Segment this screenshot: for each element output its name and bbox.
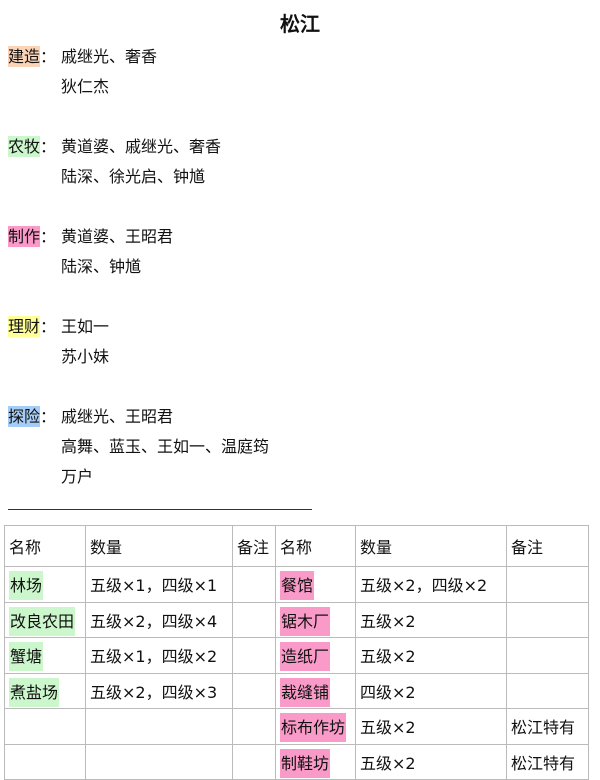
table-cell: 餐馆 [275,566,356,603]
building-name: 改良农田 [9,606,76,636]
hero-names: 苏小妹 [61,347,110,366]
table-cell [506,672,589,709]
table-row: 林场 五级×1，四级×1 餐馆 五级×2，四级×2 [4,566,589,603]
building-name: 标布作坊 [280,713,347,743]
hero-names: 黄道婆、王昭君 [61,227,174,246]
table-cell: 五级×1，四级×1 [85,566,233,603]
building-name: 餐馆 [280,571,315,601]
building-name: 造纸厂 [280,642,331,672]
table-cell [232,601,276,638]
column-header: 数量 [355,525,507,567]
table-cell: 制鞋坊 [275,743,356,780]
hero-names: 陆深、徐光启、钟馗 [61,167,206,186]
table-cell [232,708,276,745]
table-cell [232,672,276,709]
building-name: 裁缝铺 [280,677,331,707]
column-header: 备注 [506,525,589,567]
section-2: 农牧： 黄道婆、戚继光、奢香 陆深、徐光启、钟馗 [8,132,221,192]
table-cell: 林场 [4,566,86,603]
table-cell: 松江特有 [506,743,589,780]
hero-names: 戚继光、王昭君 [61,407,174,426]
section-3: 制作： 黄道婆、王昭君 陆深、钟馗 [8,222,173,282]
table-cell: 煮盐场 [4,672,86,709]
table-cell [506,637,589,674]
table-row: 改良农田 五级×2，四级×4 锯木厂 五级×2 [4,601,589,638]
category-label: 制作 [8,226,41,247]
table-row: 标布作坊 五级×2 松江特有 [4,708,589,745]
table-cell [232,566,276,603]
category-label: 建造 [8,46,41,67]
hero-names: 王如一 [61,317,110,336]
table-cell [506,601,589,638]
table-cell [506,566,589,603]
building-name: 煮盐场 [9,677,60,707]
section-4: 理财： 王如一 苏小妹 [8,312,109,372]
table-cell [232,637,276,674]
table-cell: 蟹塘 [4,637,86,674]
column-header: 名称 [275,525,356,567]
table-cell: 裁缝铺 [275,672,356,709]
table-header: 名称 数量 备注 名称 数量 备注 [4,525,589,567]
table-cell: 松江特有 [506,708,589,745]
section-1: 建造： 戚继光、奢香 狄仁杰 [8,42,157,102]
building-name: 锯木厂 [280,606,331,636]
page-title: 松江 [280,12,320,36]
column-header: 名称 [4,525,86,567]
table-cell: 造纸厂 [275,637,356,674]
table-cell [4,708,86,745]
hero-names: 万户 [61,467,94,486]
building-table: 名称 数量 备注 名称 数量 备注 林场 五级×1，四级×1 餐馆 五级×2，四级×2 改良农田 五级… [4,525,589,780]
table-cell: 五级×2 [355,743,507,780]
table-cell: 五级×2，四级×4 [85,601,233,638]
table-cell [4,743,86,780]
hero-names: 黄道婆、戚继光、奢香 [61,137,222,156]
table-cell [85,708,233,745]
building-name: 蟹塘 [9,642,44,672]
table-cell: 五级×2 [355,708,507,745]
table-cell: 五级×2 [355,637,507,674]
table-cell: 改良农田 [4,601,86,638]
hero-names: 陆深、钟馗 [61,257,142,276]
divider [8,509,312,510]
table-cell [232,743,276,780]
table-cell: 五级×2，四级×2 [355,566,507,603]
table-cell: 五级×1，四级×2 [85,637,233,674]
category-label: 探险 [8,406,41,427]
table-cell [85,743,233,780]
table-cell: 五级×2 [355,601,507,638]
column-header: 数量 [85,525,233,567]
section-5: 探险： 戚继光、王昭君 高舞、蓝玉、王如一、温庭筠 万户 [8,402,269,492]
table-row: 制鞋坊 五级×2 松江特有 [4,743,589,780]
column-header: 备注 [232,525,276,567]
table-row: 蟹塘 五级×1，四级×2 造纸厂 五级×2 [4,637,589,674]
table-cell: 五级×2，四级×3 [85,672,233,709]
table-cell: 标布作坊 [275,708,356,745]
hero-names: 高舞、蓝玉、王如一、温庭筠 [61,437,270,456]
table-cell: 四级×2 [355,672,507,709]
category-label: 农牧 [8,136,41,157]
category-label: 理财 [8,316,41,337]
building-name: 林场 [9,571,44,601]
hero-names: 狄仁杰 [61,77,110,96]
hero-names: 戚继光、奢香 [61,47,158,66]
table-cell: 锯木厂 [275,601,356,638]
table-row: 煮盐场 五级×2，四级×3 裁缝铺 四级×2 [4,672,589,709]
building-name: 制鞋坊 [280,748,331,778]
